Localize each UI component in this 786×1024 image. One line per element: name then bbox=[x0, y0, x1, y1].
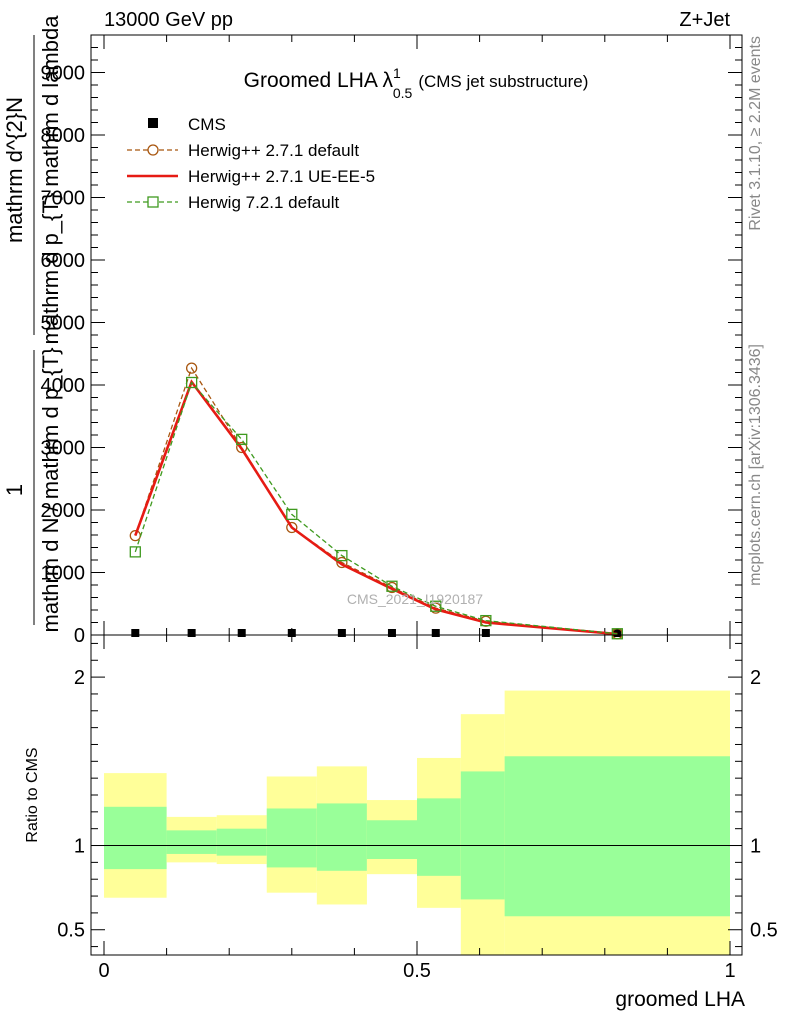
rivet-version-label: Rivet 3.1.10, ≥ 2.2M events bbox=[747, 36, 764, 231]
series-2 bbox=[134, 379, 618, 636]
uncertainty-band-inner bbox=[166, 830, 217, 854]
y-tick-label: 5000 bbox=[41, 313, 86, 335]
y-tick-label: 7000 bbox=[41, 188, 86, 210]
series-3 bbox=[129, 376, 623, 640]
series-line bbox=[134, 379, 618, 636]
data-point-square bbox=[430, 600, 442, 612]
data-point-circle bbox=[236, 441, 248, 454]
data-point-cms bbox=[387, 629, 396, 637]
y-tick-label: 3000 bbox=[41, 438, 86, 460]
data-point-cms bbox=[431, 629, 440, 637]
energy-label: 13000 GeV pp bbox=[104, 9, 233, 31]
series-0 bbox=[131, 629, 622, 637]
uncertainty-band-inner bbox=[104, 806, 167, 870]
uncertainty-band-inner bbox=[316, 803, 367, 871]
data-point-circle bbox=[336, 556, 348, 569]
process-label: Z+Jet bbox=[679, 9, 730, 31]
series-line bbox=[134, 381, 618, 635]
ratio-band bbox=[216, 815, 267, 865]
data-point-cms bbox=[337, 629, 346, 637]
chart-title-symbol: λ bbox=[383, 69, 394, 92]
y-label-left-denominator: mathrm d N / mathrm d p_{T} bbox=[38, 348, 63, 633]
ratio-band bbox=[417, 757, 461, 908]
uncertainty-band-inner bbox=[216, 828, 267, 856]
x-tick-label: 0 bbox=[98, 960, 109, 982]
y-tick-label: 1000 bbox=[41, 563, 86, 585]
data-point-circle bbox=[286, 521, 298, 534]
ratio-band bbox=[166, 816, 217, 863]
legend-entry: Herwig++ 2.7.1 default bbox=[127, 141, 359, 160]
ratio-y-axis-label: Ratio to CMS bbox=[24, 747, 41, 842]
legend-label: Herwig++ 2.7.1 default bbox=[188, 141, 359, 160]
uncertainty-band-inner bbox=[460, 771, 505, 900]
y-tick-label: 8000 bbox=[41, 125, 86, 147]
y-tick-label: 4000 bbox=[41, 375, 86, 397]
y-tick-label: 6000 bbox=[41, 250, 86, 272]
legend-label: CMS bbox=[188, 115, 226, 134]
legend-marker-circle bbox=[147, 144, 159, 156]
legend-marker-square bbox=[147, 196, 159, 208]
ratio-band bbox=[460, 714, 505, 955]
legend: CMS Herwig++ 2.7.1 default Herwig++ 2.7.1 … bbox=[127, 115, 375, 212]
data-point-cms bbox=[237, 629, 246, 637]
data-point-square bbox=[286, 508, 298, 521]
data-point-cms bbox=[287, 629, 296, 637]
x-axis-label: groomed LHA bbox=[615, 988, 745, 1011]
uncertainty-band-inner bbox=[266, 808, 317, 868]
y-tick-label: 9000 bbox=[41, 63, 86, 85]
ratio-band bbox=[104, 773, 167, 898]
ratio-y-tick-label-right: 0.5 bbox=[750, 920, 778, 942]
ratio-band bbox=[504, 690, 730, 955]
uncertainty-band-inner bbox=[504, 756, 730, 917]
data-point-square bbox=[185, 376, 198, 389]
y-label-top-denominator: mathrm d p_{T} mathrm d lambda bbox=[38, 15, 63, 345]
data-point-square bbox=[129, 546, 141, 558]
legend-label: Herwig 7.2.1 default bbox=[188, 193, 339, 212]
chart-title-sub: 0.5 bbox=[393, 85, 413, 101]
data-point-cms bbox=[481, 629, 490, 637]
y-tick-label: 0 bbox=[74, 625, 85, 647]
x-tick-label: 0.5 bbox=[403, 960, 431, 982]
legend-marker-square-filled bbox=[148, 118, 158, 128]
uncertainty-band-inner bbox=[366, 820, 417, 859]
y-tick-label: 2000 bbox=[41, 500, 86, 522]
ratio-plot: 0.5 0.5 1 1 2 2 0 0.5 1 bbox=[57, 634, 778, 982]
series-line bbox=[134, 366, 618, 635]
ratio-band bbox=[366, 800, 417, 875]
mcplots-label: mcplots.cern.ch [arXiv:1306.3436] bbox=[747, 344, 764, 586]
legend-entry: Herwig 7.2.1 default bbox=[127, 193, 339, 212]
legend-entry: Herwig++ 2.7.1 UE-EE-5 bbox=[127, 167, 375, 186]
y-label-left-numerator: 1 bbox=[2, 484, 27, 496]
uncertainty-band-inner bbox=[417, 798, 461, 876]
ratio-y-tick-label-right: 2 bbox=[750, 667, 761, 689]
data-point-square bbox=[386, 580, 398, 592]
chart-title-suffix: (CMS jet substructure) bbox=[418, 72, 588, 91]
ratio-y-tick-label: 0.5 bbox=[57, 920, 85, 942]
main-plot: 0 1000 2000 3000 4000 5000 6000 7000 8000 9000 1 ma… bbox=[2, 15, 743, 647]
ratio-band bbox=[316, 766, 367, 905]
data-point-square bbox=[236, 433, 248, 446]
x-tick-label: 1 bbox=[724, 960, 735, 982]
y-label-top-numerator: mathrm d^{2}N bbox=[2, 97, 27, 243]
data-point-circle bbox=[185, 362, 198, 374]
chart-title: Groomed LHA λ1 0.5 (CMS jet substructure) bbox=[244, 65, 589, 101]
ratio-y-tick-label-right: 1 bbox=[750, 836, 761, 858]
ratio-y-tick-label: 2 bbox=[74, 667, 85, 689]
data-point-square bbox=[336, 549, 348, 562]
legend-entry: CMS bbox=[148, 115, 226, 134]
chart-title-sup: 1 bbox=[393, 65, 401, 81]
data-point-square bbox=[480, 614, 492, 627]
labels-layer: 13000 GeV pp Z+Jet Rivet 3.1.10, ≥ 2.2M … bbox=[24, 9, 764, 1011]
data-point-cms bbox=[187, 629, 196, 637]
main-y-axis-label: 1 mathrm d N / mathrm d p_{T} mathrm d^{2}… bbox=[2, 15, 63, 633]
ratio-band bbox=[266, 776, 317, 893]
chart-title-text: Groomed LHA bbox=[244, 69, 383, 92]
analysis-watermark: CMS_2021_I1920187 bbox=[347, 591, 483, 607]
legend-label: Herwig++ 2.7.1 UE-EE-5 bbox=[188, 167, 375, 186]
ratio-y-tick-label: 1 bbox=[74, 836, 85, 858]
data-point-square bbox=[611, 628, 623, 640]
data-point-cms bbox=[131, 629, 140, 637]
